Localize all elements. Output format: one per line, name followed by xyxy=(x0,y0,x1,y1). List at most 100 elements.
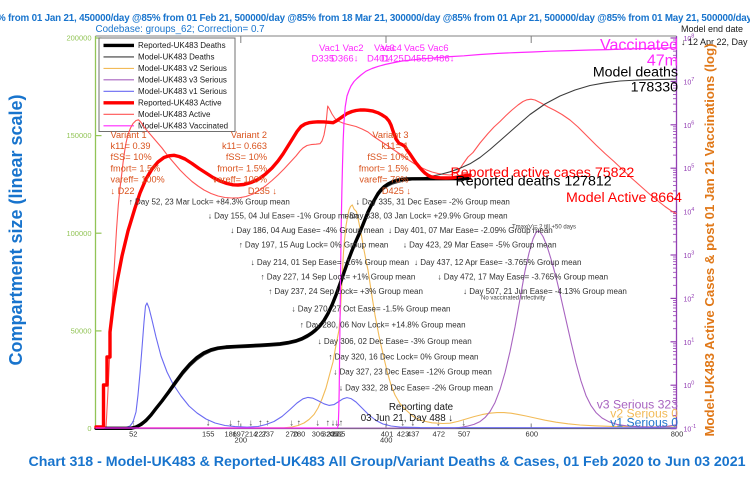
svg-text:Vac1 Vac2: Vac1 Vac2 xyxy=(319,43,364,54)
svg-text:Model-UK483 v1 Serious: Model-UK483 v1 Serious xyxy=(138,87,227,96)
svg-text:↓ Day 335, 31 Dec Ease= -2% Gr: ↓ Day 335, 31 Dec Ease= -2% Group mean xyxy=(356,197,510,206)
svg-text:Reported active cases 75822: Reported active cases 75822 xyxy=(451,165,635,181)
svg-text:↑: ↑ xyxy=(339,418,344,428)
svg-text:Model-UK483 Active Cases & pos: Model-UK483 Active Cases & post 01 Jan 2… xyxy=(702,43,717,436)
svg-text:Variant 3: Variant 3 xyxy=(372,130,408,140)
svg-text:200: 200 xyxy=(235,436,248,445)
svg-text:D366↓: D366↓ xyxy=(331,54,358,65)
svg-text:↓ Day 423, 29 Mar Ease= -5% Gr: ↓ Day 423, 29 Mar Ease= -5% Group mean xyxy=(403,241,557,250)
svg-text:105: 105 xyxy=(684,164,695,174)
svg-text:Model-UK483 Deaths: Model-UK483 Deaths xyxy=(138,53,214,62)
svg-text:↓: ↓ xyxy=(411,418,416,428)
svg-text:400: 400 xyxy=(380,436,393,445)
svg-text:52: 52 xyxy=(129,430,137,439)
svg-text:↓ 12 Apr 22, Day 8: ↓ 12 Apr 22, Day 8 xyxy=(681,37,750,47)
svg-text:507: 507 xyxy=(458,430,471,439)
svg-text:10-1: 10-1 xyxy=(684,424,697,434)
svg-text:270: 270 xyxy=(286,430,299,439)
svg-text:Reported-UK483 Active: Reported-UK483 Active xyxy=(138,99,222,108)
svg-text:197: 197 xyxy=(232,430,245,439)
svg-text:100000: 100000 xyxy=(66,229,91,238)
svg-text:↓: ↓ xyxy=(228,418,233,428)
svg-text:Model deaths: Model deaths xyxy=(593,65,678,81)
svg-text:↑ Day 338, 03 Jan Lock= +29.9%: ↑ Day 338, 03 Jan Lock= +29.9% Group mea… xyxy=(343,212,508,221)
svg-text:Reported deaths 127812: Reported deaths 127812 xyxy=(456,173,612,189)
svg-text:v2 Serious 0: v2 Serious 0 xyxy=(610,407,678,421)
svg-text:104: 104 xyxy=(684,207,695,217)
svg-text:↓ Day 186, 04 Aug Ease= -4% Gr: ↓ Day 186, 04 Aug Ease= -4% Group mean xyxy=(230,226,384,235)
svg-text:Model-UK483 v3 Serious: Model-UK483 v3 Serious xyxy=(138,76,227,85)
svg-text:k11= 0.39: k11= 0.39 xyxy=(111,141,151,151)
svg-text:Compartment size (linear scale: Compartment size (linear scale) xyxy=(6,94,26,365)
svg-text:108: 108 xyxy=(684,34,695,44)
svg-text:↓: ↓ xyxy=(436,418,441,428)
svg-text:↓ Day 507, 21 Jun Ease= -4.13%: ↓ Day 507, 21 Jun Ease= -4.13% Group mea… xyxy=(463,287,627,296)
svg-text:Model-UK483 Active: Model-UK483 Active xyxy=(138,110,211,119)
svg-text:Vaccinated: Vaccinated xyxy=(600,37,678,54)
svg-text:100: 100 xyxy=(684,381,695,391)
svg-text:fSS= 10%: fSS= 10% xyxy=(111,152,152,162)
svg-text:fSS= 10%: fSS= 10% xyxy=(367,152,408,162)
svg-text:306: 306 xyxy=(312,430,325,439)
svg-text:178330: 178330 xyxy=(631,80,678,96)
svg-text:437: 437 xyxy=(407,430,420,439)
svg-text:↑: ↑ xyxy=(265,418,270,428)
svg-text:Variant 1: Variant 1 xyxy=(111,130,147,140)
svg-text:% from 01 Jan 21, 450000/day @: % from 01 Jan 21, 450000/day @85% from 0… xyxy=(0,13,750,24)
svg-text:106: 106 xyxy=(684,120,695,130)
svg-text:↓ Day 332, 28 Dec Ease= -2% Gr: ↓ Day 332, 28 Dec Ease= -2% Group mean xyxy=(339,383,493,392)
svg-text:47m: 47m xyxy=(647,53,678,70)
svg-text:vareff= 70%: vareff= 70% xyxy=(359,175,408,185)
svg-text:↓ Day 214, 01 Sep Ease= -16% G: ↓ Day 214, 01 Sep Ease= -16% Group mean xyxy=(251,258,410,267)
svg-text:↓: ↓ xyxy=(289,418,294,428)
svg-text:↓ Day 327, 23 Dec Ease= -12% G: ↓ Day 327, 23 Dec Ease= -12% Group mean xyxy=(333,368,492,377)
svg-text:v3 Serious 323: v3 Serious 323 xyxy=(597,398,679,412)
svg-text:320: 320 xyxy=(322,430,335,439)
svg-text:↑: ↑ xyxy=(297,418,302,428)
svg-text:↑: ↑ xyxy=(236,418,241,428)
svg-text:↓: ↓ xyxy=(315,418,320,428)
svg-text:102: 102 xyxy=(684,294,695,304)
svg-text:D335: D335 xyxy=(312,54,335,65)
svg-text:237: 237 xyxy=(262,430,275,439)
svg-text:150000: 150000 xyxy=(66,131,91,140)
svg-text:Model end date: Model end date xyxy=(681,24,743,34)
svg-text:vareff= 100%: vareff= 100% xyxy=(213,175,267,185)
svg-text:↓ Day 155, 04 Jul Ease= -1% Gr: ↓ Day 155, 04 Jul Ease= -1% Group mean xyxy=(208,212,358,221)
svg-text:↑ Day 280, 06 Nov Lock= +14.8%: ↑ Day 280, 06 Nov Lock= +14.8% Group mea… xyxy=(300,320,466,329)
svg-text:fSS= 10%: fSS= 10% xyxy=(226,152,267,162)
svg-text:k11= 0.663: k11= 0.663 xyxy=(222,141,267,151)
svg-text:fmort= 1.5%: fmort= 1.5% xyxy=(111,163,161,173)
svg-text:↓: ↓ xyxy=(384,418,389,428)
svg-text:↑ Day 237, 24 Sep Lock= +3% Gr: ↑ Day 237, 24 Sep Lock= +3% Group mean xyxy=(268,287,423,296)
svg-text:↓: ↓ xyxy=(334,418,339,428)
svg-text:↓ Day 437, 12 Apr Ease= -3.765: ↓ Day 437, 12 Apr Ease= -3.765% Group me… xyxy=(414,258,581,267)
svg-text:Model-UK483 v2 Serious: Model-UK483 v2 Serious xyxy=(138,64,227,73)
svg-text:↑: ↑ xyxy=(258,418,263,428)
svg-text:Variant 2: Variant 2 xyxy=(231,130,267,140)
svg-text:50000: 50000 xyxy=(71,326,92,335)
svg-text:Codebase: groups_62; Correctio: Codebase: groups_62; Correction= 0.7 xyxy=(96,24,265,35)
svg-text:227: 227 xyxy=(254,430,267,439)
svg-text:Vac3: Vac3 xyxy=(374,43,395,54)
svg-text:k11= 1: k11= 1 xyxy=(381,141,408,151)
svg-text:401: 401 xyxy=(381,430,394,439)
svg-text:101: 101 xyxy=(684,337,695,347)
svg-text:600: 600 xyxy=(526,430,539,439)
svg-text:155: 155 xyxy=(202,430,215,439)
svg-text:Reported-UK483 Deaths: Reported-UK483 Deaths xyxy=(138,41,226,50)
svg-text:↓: ↓ xyxy=(331,418,336,428)
svg-text:fmort= 1.5%: fmort= 1.5% xyxy=(217,163,267,173)
svg-text:0: 0 xyxy=(87,424,91,433)
svg-text:Chart 318 - Model-UK483 & Repo: Chart 318 - Model-UK483 & Reported-UK483… xyxy=(29,454,746,470)
svg-text:↓ D22: ↓ D22 xyxy=(111,186,135,196)
svg-text:↑ Day 197, 15 Aug Lock= 0% Gro: ↑ Day 197, 15 Aug Lock= 0% Group mean xyxy=(239,241,389,250)
svg-text:Vac5 Vac6: Vac5 Vac6 xyxy=(404,43,449,54)
svg-text:↑ Day 227, 14 Sep Lock= +1% Gr: ↑ Day 227, 14 Sep Lock= +1% Group mean xyxy=(261,272,416,281)
svg-text:↓: ↓ xyxy=(249,418,254,428)
svg-text:fmort= 1.5%: fmort= 1.5% xyxy=(359,163,409,173)
svg-text:103: 103 xyxy=(684,251,695,261)
svg-text:↑ Day 320, 16 Dec Lock= 0% Gro: ↑ Day 320, 16 Dec Lock= 0% Group mean xyxy=(328,353,478,362)
svg-text:200000: 200000 xyxy=(66,34,91,43)
svg-text:Model Active 8664: Model Active 8664 xyxy=(566,190,682,206)
